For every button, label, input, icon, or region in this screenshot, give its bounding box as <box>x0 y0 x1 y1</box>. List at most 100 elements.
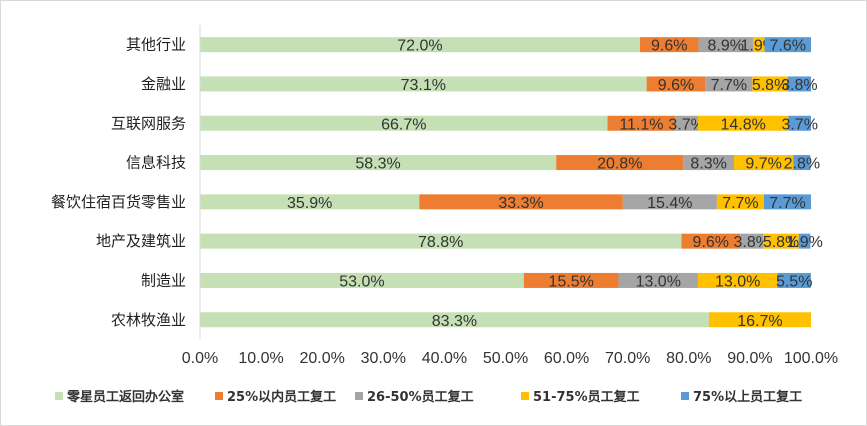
legend-label: 零星员工返回办公室 <box>66 389 184 405</box>
data-label: 83.3% <box>432 313 477 330</box>
legend-swatch <box>355 392 363 400</box>
bar-segment <box>698 37 753 53</box>
data-label: 66.7% <box>381 116 426 133</box>
bar-segment <box>740 233 764 249</box>
data-label: 72.0% <box>397 38 442 55</box>
bar-segment <box>681 233 741 249</box>
category-label: 互联网服务 <box>111 114 186 132</box>
category-label: 地产及建筑业 <box>96 232 186 250</box>
data-label: 2.8% <box>784 156 820 173</box>
data-label: 5.8% <box>752 77 788 94</box>
category-label: 金融业 <box>141 75 186 93</box>
data-label: 14.8% <box>720 116 765 133</box>
data-label: 53.0% <box>339 273 384 290</box>
bar-segment <box>646 76 706 92</box>
data-label: 1.9% <box>786 234 822 251</box>
category-label: 餐饮住宿百货零售业 <box>51 193 186 211</box>
data-label: 20.8% <box>597 156 642 173</box>
data-label: 7.7% <box>711 77 747 94</box>
x-tick-label: 90.0% <box>727 350 772 367</box>
data-label: 7.6% <box>770 38 806 55</box>
category-label: 制造业 <box>141 271 186 289</box>
bar-segment <box>777 272 811 288</box>
bar-segment <box>793 155 811 171</box>
bar-segment <box>788 115 811 131</box>
x-tick-label: 40.0% <box>422 350 467 367</box>
x-tick-label: 80.0% <box>666 350 711 367</box>
bar-segment <box>734 155 794 171</box>
data-label: 13.0% <box>715 273 760 290</box>
data-label: 9.6% <box>651 38 687 55</box>
bar-segment <box>200 155 557 171</box>
data-label: 15.4% <box>647 195 692 212</box>
bar-segment <box>200 115 608 131</box>
bar-segment <box>708 312 811 328</box>
data-label: 3.7% <box>668 116 704 133</box>
x-tick-label: 100.0% <box>784 350 838 367</box>
data-label: 3.8% <box>781 77 817 94</box>
data-label: 7.7% <box>769 195 805 212</box>
bar-segment <box>752 76 788 92</box>
data-label: 13.0% <box>636 273 681 290</box>
data-label: 58.3% <box>355 156 400 173</box>
data-label: 5.5% <box>776 273 812 290</box>
data-label: 3.7% <box>781 116 817 133</box>
data-label: 9.6% <box>693 234 729 251</box>
bar-segment <box>763 233 799 249</box>
data-label: 16.7% <box>737 313 782 330</box>
bar-segment <box>200 312 709 328</box>
legend-label: 25%以内员工复工 <box>227 389 336 405</box>
bar-segment <box>763 194 811 210</box>
bar-segment <box>200 37 640 53</box>
data-label: 9.6% <box>658 77 694 94</box>
legend-swatch <box>215 392 223 400</box>
bar-segment <box>705 76 753 92</box>
bar-segment <box>200 194 420 210</box>
bar-segment <box>798 233 811 249</box>
bar-segment <box>764 37 811 53</box>
bar-segment <box>716 194 764 210</box>
legend-swatch <box>681 392 689 400</box>
data-label: 15.5% <box>548 273 593 290</box>
data-label: 8.9% <box>708 38 744 55</box>
data-label: 3.8% <box>733 234 769 251</box>
data-label: 8.3% <box>690 156 726 173</box>
bar-segment <box>787 76 811 92</box>
data-label: 7.7% <box>722 195 758 212</box>
x-tick-label: 10.0% <box>238 350 283 367</box>
bar-segment <box>622 194 717 210</box>
x-tick-label: 70.0% <box>605 350 650 367</box>
data-label: 35.9% <box>287 195 332 212</box>
category-label: 农林牧渔业 <box>111 311 186 329</box>
bar-segment <box>697 272 778 288</box>
bar-segment <box>556 155 684 171</box>
data-label: 11.1% <box>619 116 663 133</box>
data-label: 73.1% <box>401 77 446 94</box>
data-label: 9.7% <box>745 156 781 173</box>
legend-label: 51-75%员工复工 <box>533 389 640 405</box>
bar-segment <box>683 155 735 171</box>
x-tick-label: 60.0% <box>544 350 589 367</box>
bar-segment <box>607 115 676 131</box>
bar-segment <box>200 76 647 92</box>
x-tick-label: 0.0% <box>182 350 218 367</box>
bar-segment <box>200 272 524 288</box>
bar-segment <box>200 233 682 249</box>
bar-segment <box>523 272 619 288</box>
bar-segment <box>752 37 765 53</box>
legend-label: 26-50%员工复工 <box>367 389 474 405</box>
legend-swatch <box>521 392 529 400</box>
bar-segment <box>419 194 623 210</box>
bar-segment <box>697 115 789 131</box>
x-tick-label: 50.0% <box>483 350 528 367</box>
data-label: 78.8% <box>418 234 463 251</box>
legend-label: 75%以上员工复工 <box>693 389 802 405</box>
x-tick-label: 30.0% <box>361 350 406 367</box>
bar-segment <box>618 272 698 288</box>
bar-segment <box>675 115 698 131</box>
x-tick-label: 20.0% <box>300 350 345 367</box>
legend-swatch <box>55 392 63 400</box>
category-label: 其他行业 <box>126 36 186 54</box>
